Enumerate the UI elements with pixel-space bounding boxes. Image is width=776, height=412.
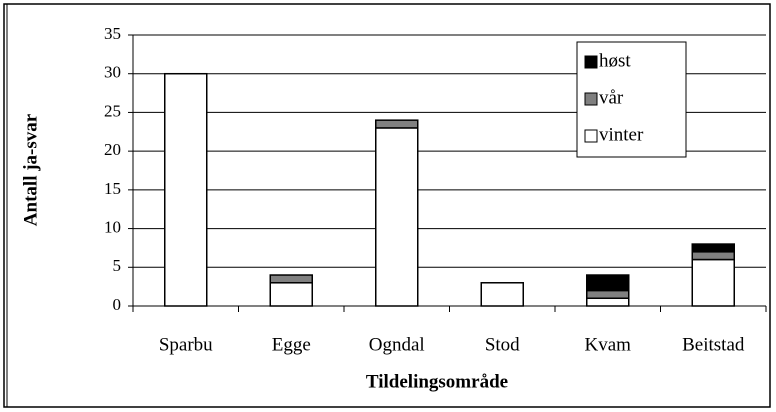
y-tick-label: 5: [113, 256, 122, 275]
y-tick-label: 30: [104, 63, 121, 82]
bar-segment: [375, 127, 419, 307]
bar-segment: [691, 251, 735, 261]
legend-label: høst: [599, 50, 631, 71]
bar-segment: [480, 282, 524, 307]
frame: [3, 3, 771, 408]
legend-swatch: [584, 55, 598, 69]
y-tick-label: 10: [104, 217, 121, 236]
bar-segment: [269, 282, 313, 307]
bar-segment: [269, 274, 313, 284]
bar-segment: [586, 289, 630, 300]
legend-label: vinter: [599, 124, 644, 145]
bar-segment: [375, 119, 419, 129]
x-tick-label: Kvam: [585, 334, 632, 355]
x-axis-label: Tildelingsområde: [366, 371, 508, 392]
x-tick-label: Stod: [485, 334, 520, 355]
x-tick-label: Beitstad: [682, 334, 745, 355]
legend-label: vår: [599, 87, 624, 108]
bar-segment: [164, 72, 208, 307]
bar-segment: [586, 297, 630, 307]
bar-segment: [586, 274, 630, 292]
y-tick-label: 35: [104, 24, 121, 43]
bar-segment: [691, 243, 735, 253]
y-tick-label: 15: [104, 179, 121, 198]
legend-swatch: [584, 129, 598, 143]
x-tick-label: Sparbu: [159, 334, 213, 355]
x-tick-label: Ogndal: [369, 334, 425, 355]
y-tick-label: 20: [104, 140, 121, 159]
bar-segment: [691, 258, 735, 307]
legend-swatch: [584, 92, 598, 106]
y-tick-label: 0: [113, 295, 122, 314]
x-tick-label: Egge: [272, 334, 311, 355]
y-axis-label: Antall ja-svar: [20, 113, 41, 226]
y-tick-label: 25: [104, 101, 121, 120]
